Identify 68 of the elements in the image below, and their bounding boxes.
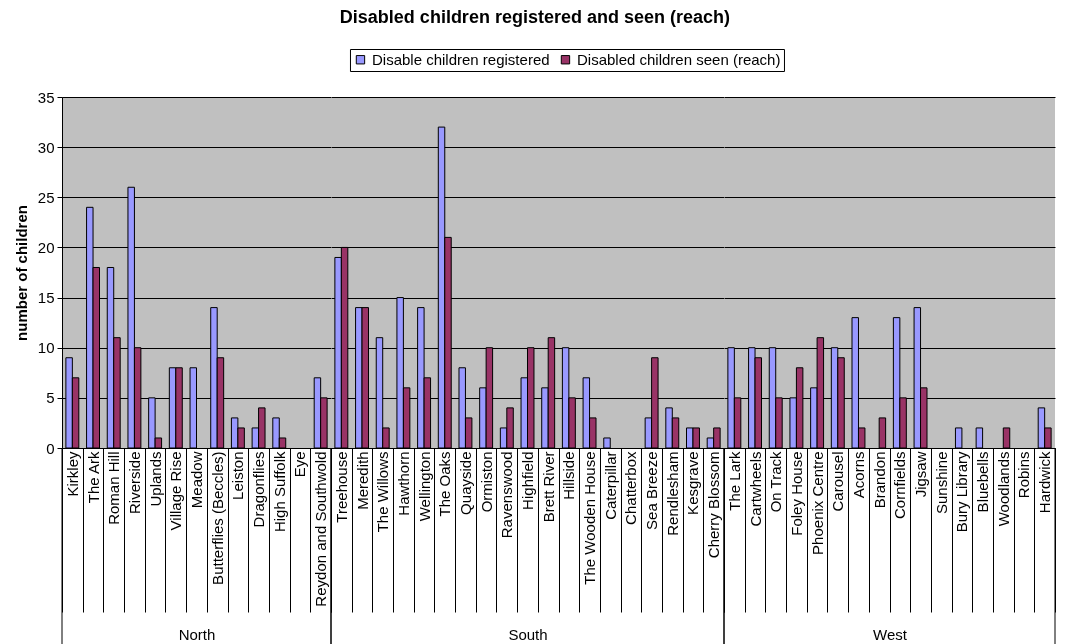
x-tick-label: Quayside [456,451,474,515]
x-tick-label: Eye [291,451,309,478]
x-tick-label: Carousel [829,451,847,512]
x-tick-label: Wellington [415,451,433,522]
x-tick-label: The Lark [725,451,743,511]
x-tick-label: Leiston [229,451,247,500]
x-tick-label: Robins [1015,451,1033,499]
chart-title: Disabled children registered and seen (reach) [339,6,730,27]
x-tick-label: Woodlands [994,451,1012,527]
legend-label: Disabled children seen (reach) [576,50,781,68]
bar [954,427,963,449]
x-tick-label: The Oaks [436,451,454,517]
x-tick-label: Caterpillar [601,451,619,520]
x-tick-label: Meredith [353,451,371,510]
y-tick-label: 0 [46,439,55,457]
x-tick-label: High Suffolk [270,451,288,533]
x-tick-label: The Wooden House [581,451,599,585]
y-tick-label: 35 [37,88,55,106]
x-tick-label: Sunshine [932,451,950,515]
legend-label: Disable children registered [371,50,550,68]
x-tick-label: On Track [767,451,785,513]
x-tick-label: Treehouse [332,451,350,523]
x-tick-label: Uplands [146,451,164,507]
x-tick-label: Sea Breeze [643,451,661,530]
x-tick-label: Foley House [787,451,805,536]
x-tick-label: Hardwick [1036,451,1054,514]
x-tick-label: Cherry Blossom [705,451,723,559]
y-tick-label: 15 [37,289,55,307]
bar [1002,427,1011,449]
x-tick-label: Ravenswood [498,451,516,539]
x-tick-label: Kirkley [63,451,81,497]
x-tick-label: Rendlesham [663,451,681,536]
x-tick-label: The Ark [84,451,102,504]
x-tick-label: Dragonflies [250,451,268,528]
x-axis-title: North [178,625,216,643]
x-tick-label: Cartwheels [746,451,764,527]
y-tick-label: 25 [37,188,55,206]
x-tick-label: Brett River [539,451,557,523]
x-tick-label: Highfield [519,451,536,510]
x-tick-label: Kesgrave [684,451,702,515]
x-tick-label: Jigsaw [912,451,930,498]
x-tick-label: Hillside [560,451,578,500]
x-tick-label: Ormiston [477,451,495,513]
bar [603,437,611,449]
x-tick-label: Acorns [849,451,867,499]
y-axis-title: number of children [12,205,30,341]
x-tick-label: Phoenix Centre [808,451,826,555]
x-tick-label: Brandon [870,451,888,509]
x-tick-label: Roman Hill [105,451,123,525]
x-axis-title: West [873,625,908,643]
bar [975,427,984,449]
x-tick-label: Chatterbox [622,451,640,525]
x-tick-label: Reydon and Southwold [312,451,330,607]
x-tick-label: The Willows [374,451,392,533]
x-tick-label: Bluebells [974,451,992,513]
y-tick-label: 10 [37,339,55,357]
y-tick-label: 20 [37,238,55,256]
y-tick-label: 30 [37,138,55,156]
x-tick-label: Riverside [125,451,143,515]
x-axis-title: South [508,625,548,643]
y-tick-label: 5 [46,389,55,407]
x-tick-label: Meadow [188,451,205,509]
bar [878,417,887,449]
x-tick-label: Bury Library [953,451,971,533]
x-tick-label: Village Rise [167,451,185,531]
x-tick-label: Butterflies (Beccles) [208,451,226,585]
x-tick-label: Hawthorn [394,451,412,516]
x-tick-label: Cornfields [891,451,909,520]
